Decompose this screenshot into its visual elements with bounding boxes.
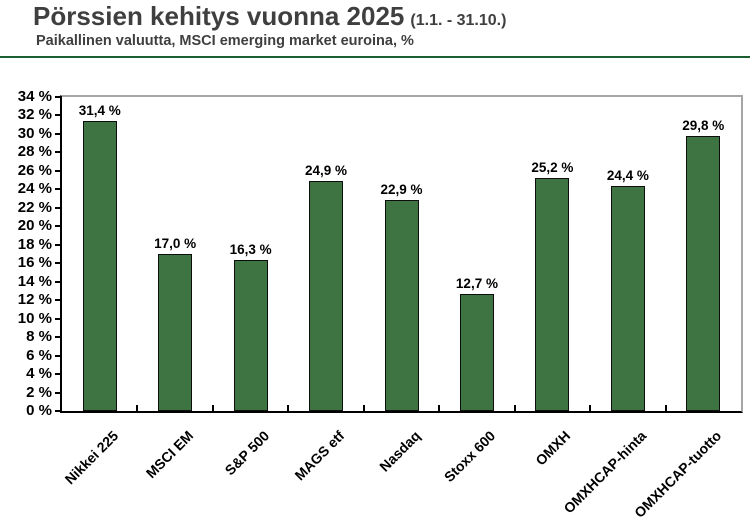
y-axis-tick xyxy=(55,132,62,135)
y-axis-tick xyxy=(55,354,62,357)
y-axis-label: 2 % xyxy=(26,383,52,401)
x-axis-tick xyxy=(362,405,365,411)
y-axis-label: 8 % xyxy=(26,328,52,346)
x-axis-tick xyxy=(513,405,516,411)
y-axis-tick xyxy=(55,262,62,265)
bar xyxy=(686,135,721,411)
y-axis-label: 12 % xyxy=(17,291,52,309)
y-axis-tick xyxy=(55,206,62,209)
header-divider-line xyxy=(0,56,750,58)
bar-value-label: 25,2 % xyxy=(531,160,574,176)
y-axis-label: 32 % xyxy=(17,106,52,124)
y-axis-tick xyxy=(55,151,62,154)
y-axis-tick xyxy=(55,169,62,172)
y-axis-label: 6 % xyxy=(26,346,52,364)
y-axis-label: 10 % xyxy=(17,309,52,327)
y-axis-tick xyxy=(55,336,62,339)
bar xyxy=(309,181,344,411)
bar xyxy=(535,178,570,411)
bar xyxy=(459,293,494,411)
bar-value-label: 29,8 % xyxy=(682,117,725,133)
bar-value-label: 24,4 % xyxy=(606,167,649,183)
y-axis-tick xyxy=(55,188,62,191)
y-axis-tick xyxy=(55,114,62,117)
chart-subtitle: Paikallinen valuutta, MSCI emerging mark… xyxy=(36,33,414,49)
y-axis-tick xyxy=(55,299,62,302)
y-axis-label: 14 % xyxy=(17,272,52,290)
y-axis-label: 22 % xyxy=(17,198,52,216)
chart-title-text: Pörssien kehitys vuonna 2025 xyxy=(33,1,405,31)
y-axis-tick xyxy=(55,280,62,283)
bar xyxy=(82,121,117,411)
x-axis-tick xyxy=(211,405,214,411)
y-axis-label: 34 % xyxy=(17,88,52,105)
y-axis-tick xyxy=(55,317,62,320)
bar xyxy=(158,254,193,411)
y-axis-label: 28 % xyxy=(17,143,52,161)
bar xyxy=(384,199,419,411)
bar xyxy=(233,260,268,411)
x-axis-tick xyxy=(438,405,441,411)
x-axis-tick xyxy=(664,405,667,411)
y-axis-tick xyxy=(55,410,62,412)
bar xyxy=(610,185,645,411)
y-axis-label: 16 % xyxy=(17,254,52,272)
bar-value-label: 22,9 % xyxy=(380,181,423,197)
chart-title-period: (1.1. - 31.10.) xyxy=(410,12,507,29)
y-axis-label: 26 % xyxy=(17,161,52,179)
y-axis-tick xyxy=(55,96,62,98)
y-axis-label: 0 % xyxy=(26,402,52,419)
x-axis-tick xyxy=(136,405,139,411)
y-axis-label: 20 % xyxy=(17,217,52,235)
bar-value-label: 17,0 % xyxy=(154,236,197,251)
chart-title: Pörssien kehitys vuonna 2025 (1.1. - 31.1… xyxy=(33,1,506,36)
bar-value-label: 24,9 % xyxy=(305,163,348,179)
y-axis-label: 4 % xyxy=(26,365,52,383)
bar-value-label: 16,3 % xyxy=(229,242,272,258)
bar-value-label: 31,4 % xyxy=(78,103,121,118)
y-axis-tick xyxy=(55,243,62,246)
y-axis-tick xyxy=(55,225,62,228)
y-axis-tick xyxy=(55,373,62,376)
y-axis-label: 18 % xyxy=(17,235,52,253)
y-axis-tick xyxy=(55,391,62,394)
bar-value-label: 12,7 % xyxy=(455,275,498,291)
y-axis-label: 24 % xyxy=(17,180,52,198)
x-axis-tick xyxy=(287,405,290,411)
x-axis-tick xyxy=(589,405,592,411)
y-axis-label: 30 % xyxy=(17,124,52,142)
